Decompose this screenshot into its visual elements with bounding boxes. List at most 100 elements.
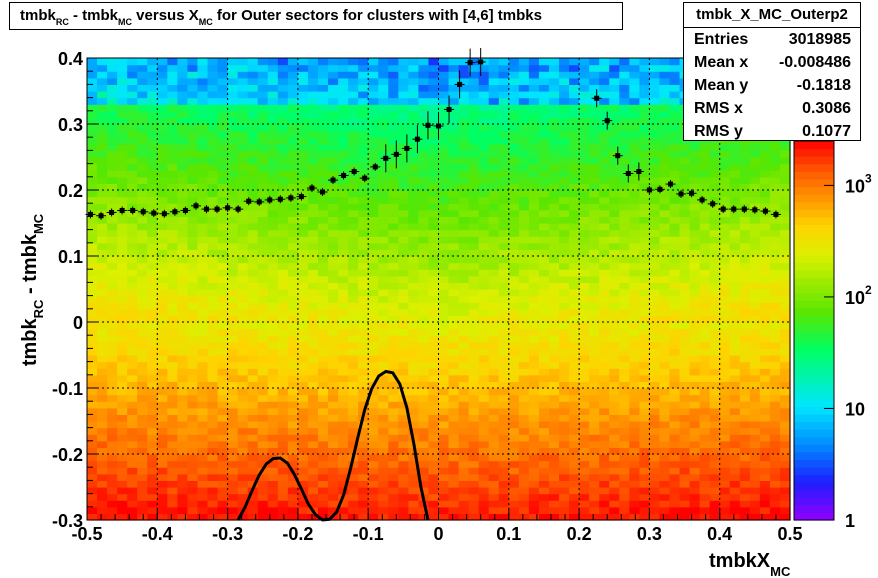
heatmap-cell <box>669 117 681 125</box>
heatmap-cell <box>538 328 550 336</box>
heatmap-cell <box>689 262 701 270</box>
heatmap-cell <box>518 328 530 336</box>
heatmap-cell <box>307 143 319 151</box>
heatmap-cell <box>508 355 520 363</box>
heatmap-cell <box>518 388 530 396</box>
heatmap-cell <box>458 262 470 270</box>
heatmap-cell <box>368 229 379 237</box>
heatmap-cell <box>388 341 399 349</box>
heatmap-cell <box>177 381 189 389</box>
heatmap-cell <box>97 480 108 488</box>
heatmap-cell <box>317 71 329 79</box>
heatmap-cell <box>649 328 661 336</box>
heatmap-cell <box>378 473 389 481</box>
heatmap-cell <box>528 381 540 389</box>
heatmap-cell <box>237 454 249 462</box>
heatmap-cell <box>307 348 319 356</box>
heatmap-cell <box>157 242 168 250</box>
heatmap-cell <box>107 328 118 336</box>
heatmap-cell <box>187 493 199 501</box>
heatmap-cell <box>498 348 510 356</box>
heatmap-cell <box>87 302 98 310</box>
heatmap-cell <box>428 394 440 402</box>
heatmap-cell <box>759 203 771 211</box>
heatmap-cell <box>599 256 610 264</box>
heatmap-cell <box>669 223 681 231</box>
heatmap-cell <box>729 308 741 316</box>
heatmap-cell <box>97 58 108 66</box>
heatmap-cell <box>438 183 450 191</box>
heatmap-cell <box>177 256 189 264</box>
heatmap-cell <box>167 282 178 290</box>
heatmap-cell <box>167 467 178 475</box>
heatmap-cell <box>137 216 148 224</box>
heatmap-cell <box>488 308 500 316</box>
heatmap-cell <box>408 454 420 462</box>
heatmap-cell <box>297 308 309 316</box>
heatmap-cell <box>468 427 480 435</box>
heatmap-cell <box>528 190 540 198</box>
heatmap-cell <box>729 216 741 224</box>
heatmap-cell <box>167 421 178 429</box>
heatmap-cell <box>307 368 319 376</box>
heatmap-cell <box>177 427 189 435</box>
heatmap-cell <box>559 110 570 118</box>
heatmap-cell <box>177 71 189 79</box>
heatmap-cell <box>338 64 349 72</box>
heatmap-cell <box>428 137 440 145</box>
heatmap-cell <box>488 322 500 330</box>
heatmap-cell <box>207 84 219 92</box>
heatmap-cell <box>287 460 299 468</box>
heatmap-cell <box>217 262 229 270</box>
heatmap-cell <box>398 355 409 363</box>
heatmap-cell <box>418 216 430 224</box>
heatmap-cell <box>247 401 259 409</box>
heatmap-cell <box>197 315 209 323</box>
heatmap-cell <box>197 487 209 495</box>
heatmap-cell <box>498 427 510 435</box>
heatmap-cell <box>217 361 229 369</box>
heatmap-cell <box>87 216 98 224</box>
heatmap-cell <box>398 130 409 138</box>
heatmap-cell <box>127 77 138 85</box>
heatmap-cell <box>639 295 650 303</box>
heatmap-cell <box>599 242 610 250</box>
heatmap-cell <box>157 262 168 270</box>
heatmap-cell <box>307 203 319 211</box>
heatmap-cell <box>699 216 711 224</box>
heatmap-cell <box>428 368 440 376</box>
heatmap-cell <box>107 467 118 475</box>
heatmap-cell <box>207 487 219 495</box>
heatmap-cell <box>177 335 189 343</box>
heatmap-cell <box>478 229 490 237</box>
heatmap-cell <box>629 262 640 270</box>
heatmap-cell <box>589 249 600 257</box>
heatmap-cell <box>97 335 108 343</box>
heatmap-cell <box>599 335 610 343</box>
heatmap-cell <box>548 401 560 409</box>
heatmap-cell <box>639 104 650 112</box>
heatmap-cell <box>317 143 329 151</box>
heatmap-cell <box>769 315 781 323</box>
heatmap-cell <box>669 355 681 363</box>
heatmap-cell <box>338 467 349 475</box>
heatmap-cell <box>328 355 339 363</box>
heatmap-cell <box>237 407 249 415</box>
heatmap-cell <box>408 401 420 409</box>
heatmap-cell <box>127 223 138 231</box>
heatmap-cell <box>267 374 279 382</box>
heatmap-cell <box>739 236 751 244</box>
heatmap-cell <box>157 374 168 382</box>
heatmap-cell <box>548 447 560 455</box>
heatmap-cell <box>779 506 791 514</box>
heatmap-cell <box>739 454 751 462</box>
heatmap-cell <box>237 513 249 521</box>
heatmap-cell <box>518 374 530 382</box>
heatmap-cell <box>649 242 661 250</box>
heatmap-cell <box>468 473 480 481</box>
heatmap-cell <box>177 196 189 204</box>
heatmap-cell <box>137 249 148 257</box>
heatmap-cell <box>468 381 480 389</box>
heatmap-cell <box>297 77 309 85</box>
heatmap-cell <box>719 256 731 264</box>
